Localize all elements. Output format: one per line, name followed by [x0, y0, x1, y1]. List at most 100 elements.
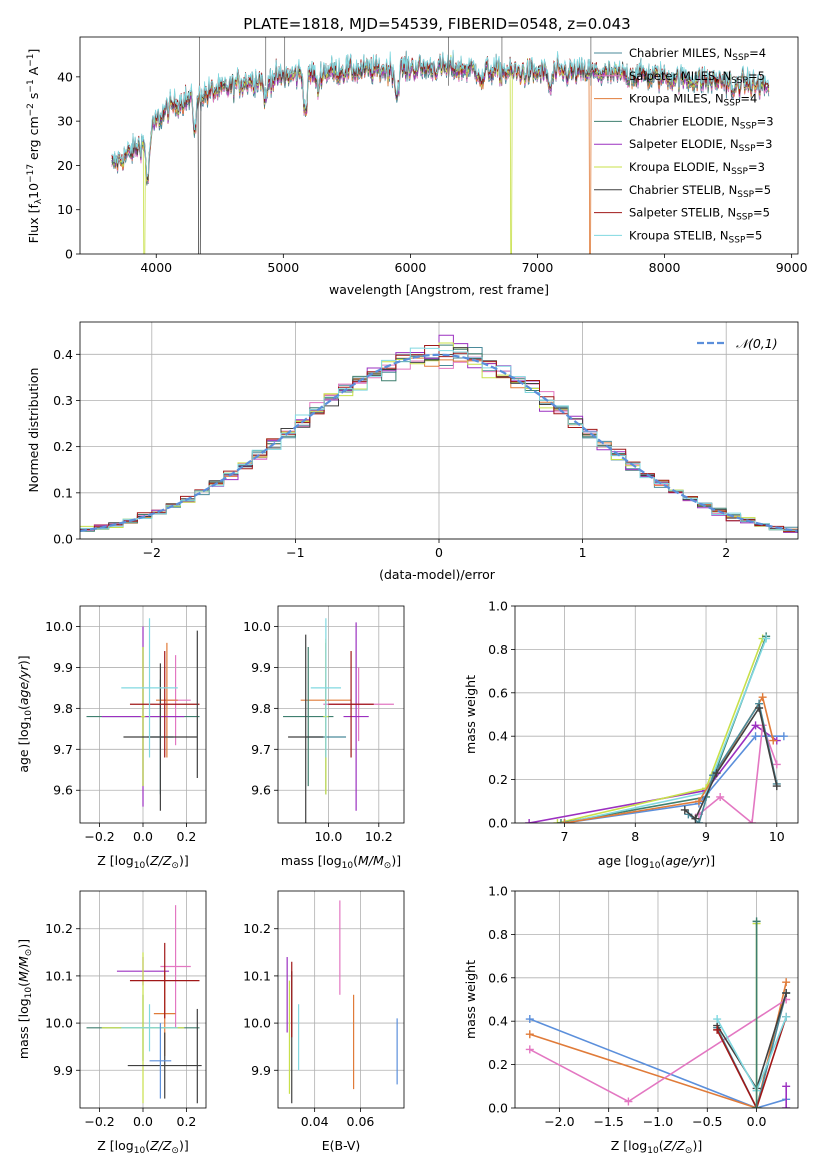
y-tick-label: 30 [57, 114, 73, 129]
legend-label: 𝒩(0,1) [736, 336, 778, 351]
x-tick-label: 10 [769, 829, 785, 844]
axes-frame [79, 605, 207, 824]
data-point-marker [782, 1104, 791, 1108]
y-tick-label: 9.7 [53, 742, 73, 757]
plot-area [283, 618, 394, 823]
y-tick-label: 9.6 [53, 783, 73, 798]
y-tick-label: 9.8 [53, 701, 73, 716]
y-axis-label: Normed distribution [26, 368, 41, 493]
line-series-salpeter-stelib [716, 1016, 787, 1108]
legend-label: Salpeter ELODIE, NSSP=3 [629, 137, 772, 154]
chart-age_vs_Z: −0.2 0.0 0.2 9.6 9.7 9.8 9.9 10.0 Z [log10(Z/Z⊙)… [16, 605, 207, 871]
data-point-marker [752, 1104, 761, 1108]
y-tick-label: 9.8 [251, 701, 271, 716]
y-axis-label: age [log10(age/yr)] [16, 655, 34, 772]
data-point-marker [713, 1015, 722, 1024]
data-point-marker [782, 988, 791, 997]
data-point-marker [748, 819, 757, 823]
legend-label: Salpeter STELIB, NSSP=5 [629, 206, 770, 223]
axes-frame [79, 321, 799, 540]
x-tick-label: −0.5 [692, 1114, 722, 1129]
x-tick-label: 0.2 [177, 829, 197, 844]
x-tick-label: 0.0 [133, 829, 153, 844]
legend-label: Kroupa ELODIE, NSSP=3 [629, 160, 765, 177]
x-tick-label: 5000 [267, 260, 299, 275]
data-point-marker [525, 819, 534, 823]
plot-area [80, 334, 798, 533]
x-tick-label: 0.0 [747, 1114, 767, 1129]
data-point-marker [694, 819, 703, 823]
chart-mass_vs_Z: −0.2 0.0 0.2 9.9 10.0 10.1 10.2 Z [log10(Z/Z⊙)]… [16, 890, 207, 1156]
y-tick-label: 0.6 [488, 685, 508, 700]
y-axis-label: mass weight [463, 675, 478, 754]
x-tick-label: 2 [722, 545, 730, 560]
plot-area [111, 37, 770, 254]
legend-label: Chabrier ELODIE, NSSP=3 [629, 114, 774, 131]
x-tick-label: 0.0 [133, 1114, 153, 1129]
plot-area [525, 917, 791, 1108]
legend-label: Kroupa STELIB, NSSP=5 [629, 228, 762, 245]
x-axis-label: E(B-V) [322, 1138, 361, 1153]
data-point-marker [556, 819, 565, 823]
line-series-chabrier-elodie [560, 636, 767, 823]
data-point-marker [712, 769, 721, 778]
data-point-marker [751, 721, 760, 730]
axes-frame [79, 36, 799, 255]
y-tick-label: 9.7 [251, 742, 271, 757]
x-tick-label: 10.2 [365, 829, 393, 844]
data-point-marker [772, 760, 781, 769]
y-axis-label: mass weight [463, 960, 478, 1039]
y-tick-label: 1.0 [488, 884, 508, 899]
x-tick-label: 8 [631, 829, 639, 844]
plot-area [525, 632, 788, 823]
y-tick-label: 10.2 [243, 921, 271, 936]
y-tick-label: 0.4 [488, 1014, 508, 1029]
x-axis-label: Z [log10(Z/Z⊙)] [611, 1138, 702, 1156]
plot-area [86, 905, 202, 1104]
data-point-marker [525, 1030, 534, 1039]
x-tick-label: −0.2 [84, 829, 114, 844]
y-tick-label: 10.0 [45, 619, 73, 634]
data-point-marker [525, 1045, 534, 1054]
y-tick-label: 10.1 [45, 968, 73, 983]
data-point-marker [680, 805, 689, 814]
y-tick-label: 0.4 [53, 347, 73, 362]
x-tick-label: 4000 [140, 260, 172, 275]
legend-label: Chabrier MILES, NSSP=4 [629, 46, 766, 63]
x-axis-label: mass [log10(M/M⊙)] [281, 853, 401, 871]
axes-frame [514, 890, 799, 1109]
line-series-kroupa-stelib [564, 638, 767, 823]
x-axis-label: Z [log10(Z/Z⊙)] [97, 1138, 188, 1156]
chart-residuals: −2 −1 0 1 2 0.0 0.1 0.2 0.3 0.4 𝒩(0,1) (data-model)… [26, 321, 799, 582]
legend-label: Kroupa MILES, NSSP=4 [629, 92, 757, 109]
line-series-gauss [564, 735, 784, 823]
y-tick-label: 9.9 [251, 660, 271, 675]
y-tick-label: 0 [65, 247, 73, 262]
x-axis-label: (data-model)/error [379, 567, 496, 582]
spectrum-series-kroupa-stelib [111, 49, 770, 179]
x-tick-label: 9 [702, 829, 710, 844]
chart-spectrum: 4000 5000 6000 7000 8000 9000 0 10 20 30 40 wavelen… [26, 36, 808, 297]
data-point-marker [752, 917, 761, 926]
y-tick-label: 0.0 [488, 816, 508, 831]
data-point-marker [779, 732, 788, 741]
data-point-marker [751, 732, 760, 741]
x-tick-label: 8000 [649, 260, 681, 275]
data-point-marker [762, 634, 771, 643]
data-point-marker [769, 736, 778, 745]
data-point-marker [713, 1025, 722, 1034]
data-point-marker [772, 782, 781, 791]
data-point-marker [553, 819, 562, 823]
data-point-marker [525, 1015, 534, 1024]
y-tick-label: 20 [57, 158, 73, 173]
y-tick-label: 0.6 [488, 970, 508, 985]
x-tick-label: 0 [435, 545, 443, 560]
axes-frame [79, 890, 207, 1109]
x-tick-label: −2 [143, 545, 161, 560]
y-tick-label: 0.0 [53, 532, 73, 547]
line-series-gauss [529, 1018, 787, 1108]
x-tick-label: −1.0 [643, 1114, 673, 1129]
axes-frame [277, 605, 405, 824]
y-tick-label: 9.6 [251, 783, 271, 798]
x-tick-label: 0.06 [347, 1114, 375, 1129]
